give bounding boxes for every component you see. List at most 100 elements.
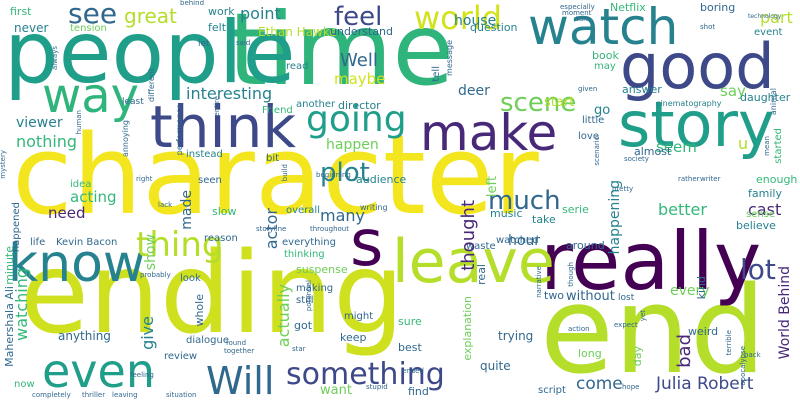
word-performance: performance [175, 104, 184, 156]
word-moment: moment [562, 9, 592, 17]
word-first: first [10, 5, 32, 18]
word-ended: ended [402, 367, 424, 375]
word-idea: idea [70, 179, 92, 190]
word-hour: hour [508, 233, 541, 249]
word-will: Will [206, 359, 275, 400]
word-love: love [578, 131, 599, 142]
word-plot: plot [320, 158, 370, 188]
word-even: even [42, 344, 155, 398]
word-character: character [12, 111, 539, 239]
word-good: good [620, 30, 775, 103]
word-said: said [236, 39, 251, 47]
word-much: much [488, 186, 561, 216]
word-boring: boring [700, 1, 736, 14]
word-read: read [286, 61, 309, 72]
word-trying: trying [498, 329, 534, 343]
word-pretty: pretty [612, 185, 634, 193]
word-situation: situation [166, 391, 197, 399]
word-everything: everything [282, 237, 336, 248]
word-throughout: throughout [310, 225, 349, 233]
word-u: u [738, 134, 749, 153]
word-scene: scene [500, 88, 577, 118]
word-society: society [624, 155, 649, 163]
word-still: still [296, 295, 314, 306]
word-suspense: suspense [296, 263, 348, 276]
word-left: left [485, 176, 500, 198]
word-stupid: stupid [366, 383, 388, 391]
word-maybe: maybe [334, 70, 386, 88]
word-dialogue: dialogue [186, 335, 229, 346]
word-start: start [544, 95, 575, 110]
word-better: better [658, 200, 707, 219]
word-find: find [408, 385, 429, 398]
word-kind: kind [695, 276, 708, 300]
word-nothing: nothing [16, 132, 78, 151]
word-work: work [208, 5, 235, 18]
word-netflix: Netflix [610, 1, 646, 14]
word-watching: watching [12, 268, 31, 341]
word-watch: watch [528, 0, 679, 56]
word-leaving: leaving [112, 391, 138, 399]
word-book: book [592, 49, 619, 62]
word-though: though [567, 262, 575, 287]
word-entire: entire [213, 96, 221, 117]
word-believe: believe [736, 219, 776, 232]
word-instead: instead [186, 149, 223, 160]
word-seem: seem [656, 138, 697, 156]
word-feeling: feeling [130, 371, 154, 379]
word-actor: actor [262, 208, 281, 250]
word-thriller: thriller [82, 391, 106, 399]
word-lack: lack [158, 201, 173, 209]
word-world-behind: World Behind [777, 266, 793, 360]
word-event: event [754, 27, 783, 38]
word-right: right [136, 175, 153, 183]
word-point: point [240, 4, 281, 23]
word-hope: hope [622, 383, 640, 391]
word-want: want [320, 383, 352, 398]
word-mystery: mystery [0, 150, 7, 179]
word-writer: writer [700, 175, 721, 183]
word-technology: technology [748, 13, 782, 20]
word-many: many [320, 206, 365, 225]
word-director: director [338, 99, 381, 112]
word-ethan-hawke: Ethan Hawke [258, 25, 337, 39]
word-life: life [30, 237, 46, 248]
word-rather: rather [678, 175, 700, 183]
word-let: let [198, 39, 210, 49]
word-storyline: storyline [256, 225, 287, 233]
word-anything: anything [58, 329, 111, 343]
word-come: come [576, 374, 623, 394]
word-happen: happen [326, 137, 379, 153]
word-best: best [398, 341, 422, 354]
word-thing: thing [136, 225, 224, 265]
word-given: given [578, 85, 598, 93]
word-probably: probably [140, 271, 171, 279]
word-show: show [143, 234, 159, 271]
word-end: end [540, 262, 767, 400]
word-action: action [568, 325, 590, 333]
word-quite: quite [480, 359, 511, 373]
word-bit: bit [266, 153, 280, 164]
word-actually: actually [274, 284, 293, 348]
word-weird: weird [688, 325, 719, 338]
word-viewer: viewer [16, 115, 63, 131]
word-deer: deer [458, 83, 490, 99]
word-well: Well [340, 50, 378, 71]
word-reason: reason [204, 233, 238, 244]
word-build: build [281, 164, 289, 182]
word-slow: slow [212, 205, 237, 218]
word-different: different [147, 68, 156, 102]
word-look: look [180, 273, 201, 284]
word-something: something [286, 357, 445, 392]
word-really: really [540, 215, 762, 308]
word-ending: ending [20, 229, 405, 359]
word-bad: bad [674, 334, 695, 368]
word-thinking: thinking [284, 249, 325, 260]
word-almost: almost [634, 145, 672, 158]
word-may: may [594, 61, 616, 72]
word-kevin-bacon: Kevin Bacon [56, 237, 118, 248]
word-another: another [296, 99, 336, 110]
word-interesting: interesting [186, 84, 273, 103]
word-watched: watched [496, 235, 539, 246]
word-serie: serie [562, 203, 589, 216]
